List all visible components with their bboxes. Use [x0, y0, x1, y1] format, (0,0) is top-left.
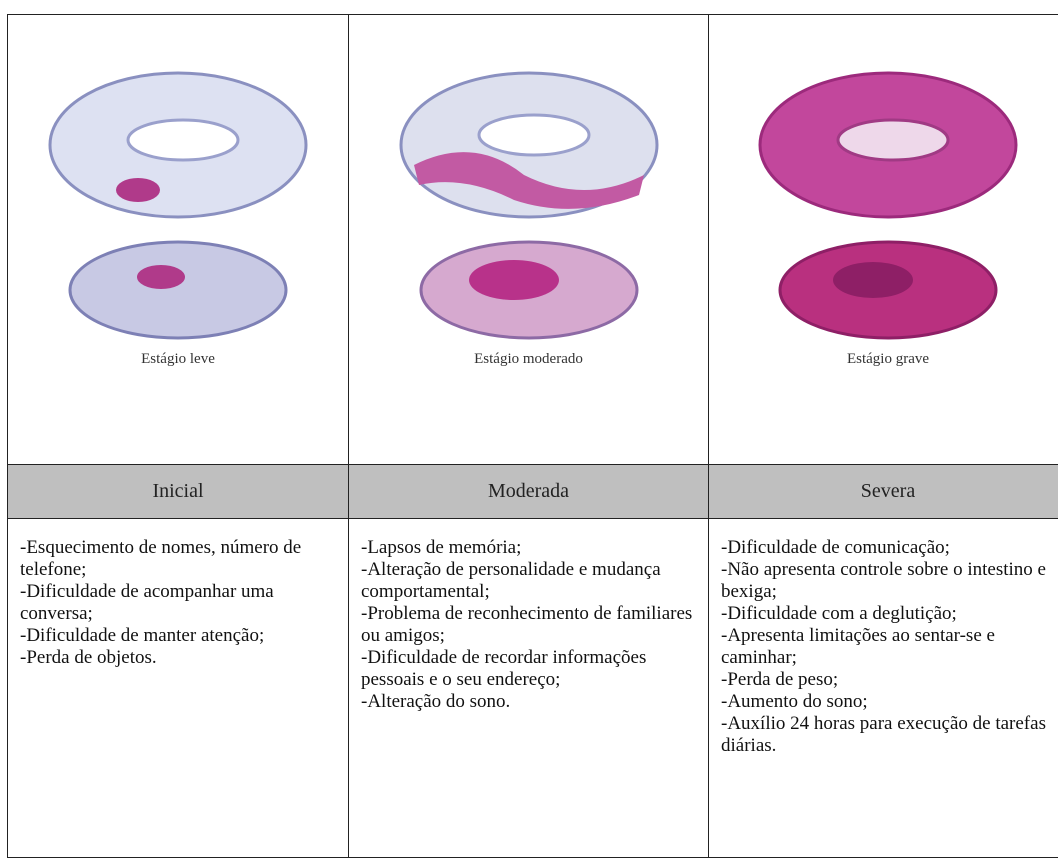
symptom-item: -Aumento do sono;	[721, 691, 1058, 713]
image-cell: Estágio moderado	[349, 15, 709, 465]
symptom-item: -Perda de peso;	[721, 669, 1058, 691]
symptom-item: -Alteração de personalidade e mudança co…	[361, 559, 700, 603]
image-cell: Estágio grave	[709, 15, 1058, 465]
image-caption: Estágio leve	[8, 351, 348, 368]
symptom-item: -Perda de objetos.	[20, 647, 340, 669]
symptom-item: -Lapsos de memória;	[361, 537, 700, 559]
stages-table: Estágio leve Estágio moderado Estágio gr…	[7, 14, 1058, 858]
symptom-cell: -Esquecimento de nomes, número de telefo…	[8, 519, 349, 858]
image-caption: Estágio moderado	[349, 351, 708, 368]
brain-image	[753, 65, 1023, 345]
image-cell: Estágio leve	[8, 15, 349, 465]
brain-image	[394, 65, 664, 345]
stage-heading: Moderada	[349, 465, 709, 519]
brain-image	[43, 65, 313, 345]
page: Estágio leve Estágio moderado Estágio gr…	[0, 0, 1058, 832]
symptom-cell: -Lapsos de memória;-Alteração de persona…	[349, 519, 709, 858]
image-row: Estágio leve Estágio moderado Estágio gr…	[8, 15, 1058, 465]
symptom-item: -Dificuldade de comunicação;	[721, 537, 1058, 559]
symptom-item: -Esquecimento de nomes, número de telefo…	[20, 537, 340, 581]
symptom-row: -Esquecimento de nomes, número de telefo…	[8, 519, 1058, 858]
symptom-item: -Dificuldade de recordar informações pes…	[361, 647, 700, 691]
stage-heading: Severa	[709, 465, 1058, 519]
symptom-cell: -Dificuldade de comunicação;-Não apresen…	[709, 519, 1058, 858]
symptom-item: -Alteração do sono.	[361, 691, 700, 713]
symptom-item: -Dificuldade com a deglutição;	[721, 603, 1058, 625]
stage-heading: Inicial	[8, 465, 349, 519]
symptom-item: -Apresenta limitações ao sentar-se e cam…	[721, 625, 1058, 669]
symptom-item: -Não apresenta controle sobre o intestin…	[721, 559, 1058, 603]
image-caption: Estágio grave	[709, 351, 1058, 368]
symptom-item: -Problema de reconhecimento de familiare…	[361, 603, 700, 647]
stage-row: Inicial Moderada Severa	[8, 465, 1058, 519]
symptom-item: -Auxílio 24 horas para execução de taref…	[721, 713, 1058, 757]
symptom-item: -Dificuldade de acompanhar uma conversa;	[20, 581, 340, 625]
symptom-item: -Dificuldade de manter atenção;	[20, 625, 340, 647]
